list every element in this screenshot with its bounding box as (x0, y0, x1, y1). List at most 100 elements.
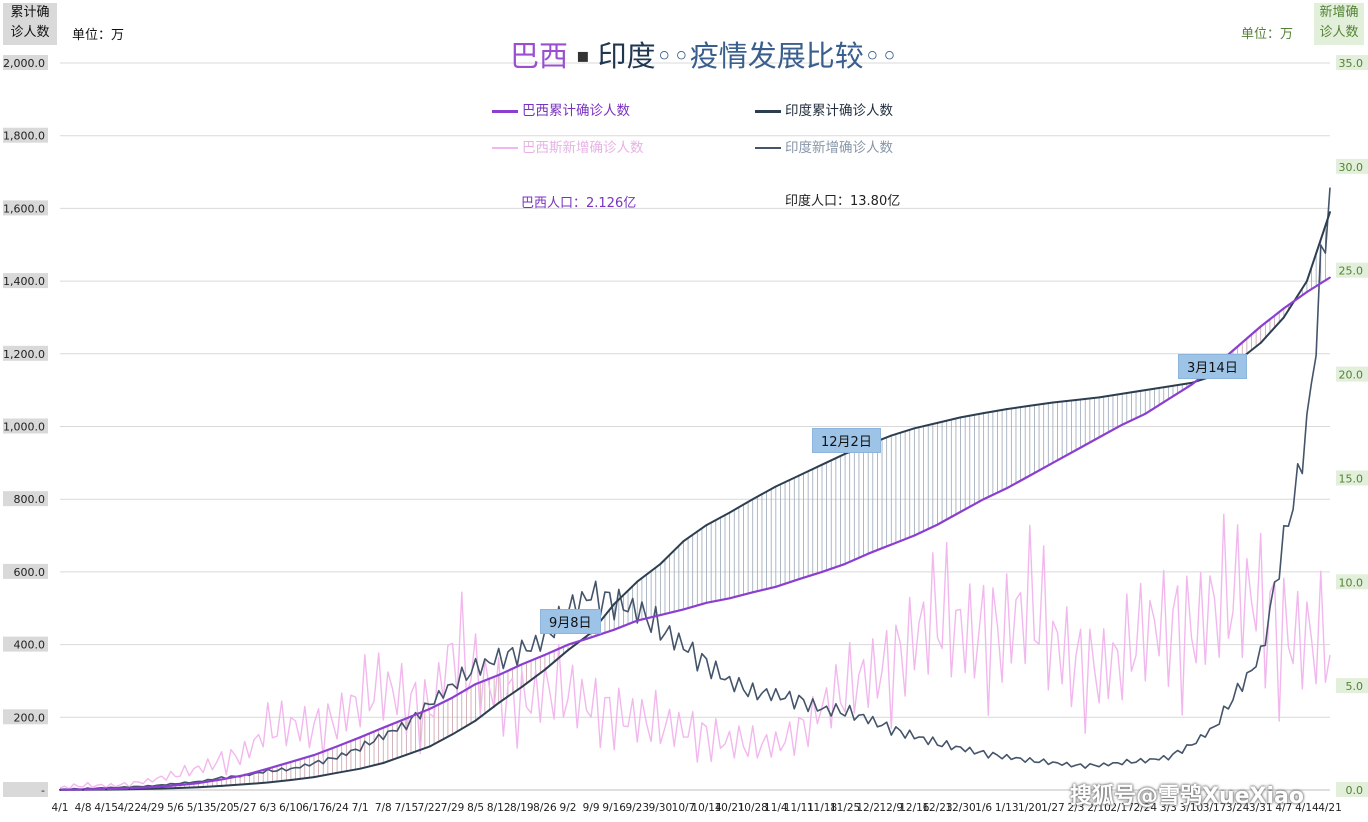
title-separator: ▪ (576, 43, 590, 67)
title-rest: ◦◦疫情发展比较◦◦ (655, 39, 899, 73)
series-line-brazil-cumulative (59, 276, 1331, 791)
point-india-cumulative (821, 463, 823, 466)
x-tick-label: 10/14 (691, 802, 722, 814)
point-india-cumulative (728, 511, 731, 514)
left-tick-bg (3, 127, 48, 143)
point-india-cumulative (359, 767, 362, 770)
point-india-cumulative (1306, 280, 1308, 282)
x-tick-label: 11/4 (764, 802, 788, 814)
left-tick-bg (3, 345, 48, 361)
point-brazil-cumulative (544, 653, 546, 656)
point-brazil-cumulative (1075, 449, 1077, 452)
point-brazil-cumulative (1098, 436, 1100, 439)
point-india-cumulative (890, 434, 893, 437)
x-tick-label: 11/25 (830, 802, 860, 814)
title-india: 印度 (597, 39, 656, 73)
point-india-cumulative (1121, 392, 1124, 395)
x-tick-label: 11/18 (807, 802, 837, 814)
left-tick-label: 2,000.0 (3, 57, 45, 70)
point-india-cumulative (1167, 385, 1170, 388)
point-india-cumulative (844, 452, 846, 455)
x-tick-label: 3/10 (1180, 802, 1204, 814)
x-tick-label: 3/24 (1226, 802, 1250, 814)
point-india-cumulative (682, 540, 685, 543)
point-brazil-cumulative (1005, 487, 1008, 490)
point-india-cumulative (220, 785, 223, 787)
point-brazil-cumulative (567, 643, 569, 646)
right-tick-label: 20.0 (1339, 369, 1364, 382)
point-india-cumulative (1075, 399, 1077, 401)
series-line-india-daily (59, 187, 1331, 791)
left-axis-title-line2: 诊人数 (10, 25, 50, 40)
left-tick-bg (3, 782, 48, 797)
x-tick-label: 4/22 (117, 802, 141, 814)
point-brazil-cumulative (1282, 307, 1285, 310)
point-brazil-cumulative (497, 674, 500, 676)
left-tick-label: 1,000.0 (3, 421, 45, 434)
point-india-cumulative (59, 789, 61, 791)
point-india-cumulative (1144, 389, 1147, 392)
drop-lines (59, 225, 1326, 790)
left-tick-label: 1,400.0 (3, 275, 45, 288)
point-brazil-cumulative (451, 696, 454, 699)
x-tick-label: 2/24 (1133, 802, 1157, 814)
point-india-cumulative (197, 786, 200, 789)
x-tick-label: 8/12 (487, 802, 511, 814)
point-india-cumulative (1282, 316, 1285, 319)
point-brazil-cumulative (1306, 291, 1308, 293)
point-india-cumulative (798, 474, 800, 477)
point-brazil-cumulative (313, 754, 315, 757)
point-brazil-cumulative (705, 601, 708, 604)
point-india-cumulative (1028, 404, 1031, 407)
right-tick-bg (1336, 262, 1368, 278)
point-brazil-cumulative (1329, 276, 1331, 279)
point-india-cumulative (1259, 341, 1262, 344)
point-brazil-cumulative (1259, 325, 1262, 328)
point-brazil-cumulative (151, 786, 154, 789)
x-tick-label: 4/21 (1318, 802, 1342, 814)
point-brazil-cumulative (659, 614, 662, 617)
point-brazil-cumulative (266, 767, 269, 770)
series-line-india-cumulative (59, 211, 1331, 791)
title-brazil: 巴西 (510, 39, 569, 73)
point-india-cumulative (751, 498, 754, 501)
point-brazil-cumulative (382, 726, 385, 729)
left-tick-label: 800.0 (14, 493, 46, 506)
point-brazil-cumulative (1144, 412, 1147, 415)
point-brazil-cumulative (405, 717, 408, 720)
point-brazil-cumulative (798, 578, 800, 581)
x-tick-label: 9/23 (625, 802, 649, 814)
left-unit-label: 单位：万 (72, 28, 125, 43)
x-tick-label: 4/7 (1275, 802, 1292, 814)
point-india-cumulative (1052, 401, 1054, 404)
point-india-cumulative (613, 603, 616, 605)
point-india-cumulative (290, 779, 292, 781)
x-tick-label: 12/23 (922, 802, 952, 814)
point-brazil-cumulative (844, 563, 846, 565)
x-tick-label: 7/29 (441, 802, 465, 814)
right-tick-label: 30.0 (1339, 161, 1364, 174)
left-tick-label: 600.0 (14, 566, 46, 579)
x-tick-label: 6/17 (302, 802, 326, 814)
watermark: 搜狐号@雪鸮XueXiao (1070, 784, 1305, 809)
point-brazil-cumulative (936, 523, 939, 526)
point-india-cumulative (1098, 396, 1100, 399)
point-india-cumulative (451, 733, 454, 736)
point-india-cumulative (913, 427, 916, 430)
x-tick-label: 12/2 (856, 802, 880, 814)
legend-swatch-india-daily (755, 147, 781, 149)
point-brazil-cumulative (359, 736, 362, 739)
x-tick-label: 10/28 (738, 802, 768, 814)
point-brazil-cumulative (174, 784, 177, 787)
left-tick-label: 200.0 (14, 711, 46, 724)
point-india-cumulative (405, 753, 408, 756)
x-tick-label: 9/16 (602, 802, 626, 814)
point-brazil-cumulative (428, 708, 431, 710)
right-unit-label: 单位：万 (1241, 27, 1294, 42)
right-axis-title-line2: 诊人数 (1319, 25, 1359, 40)
x-tick-label: 12/30 (945, 802, 975, 814)
point-brazil-cumulative (243, 774, 246, 776)
x-tick-label: 10/7 (672, 802, 696, 814)
x-tick-label: 6/3 (259, 802, 276, 814)
x-tick-label: 8/19 (510, 802, 534, 814)
